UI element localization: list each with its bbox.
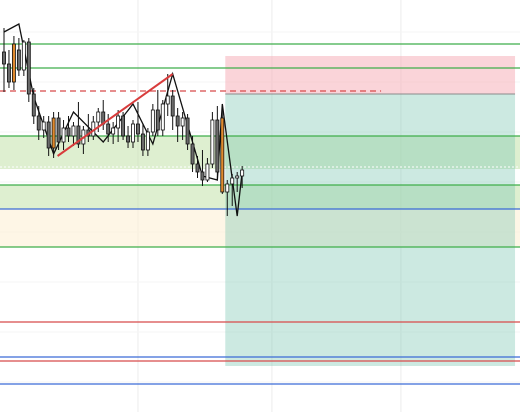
support-zone-cream: [0, 209, 520, 247]
candle-body-31: [155, 109, 160, 131]
candle-body-47: [235, 175, 240, 179]
candle-body-8: [41, 121, 46, 131]
candle-body-0: [2, 51, 6, 65]
candle-body-9: [46, 121, 51, 149]
support-zone-green-low: [0, 185, 520, 209]
candle-body-5: [26, 41, 31, 95]
candle-body-45: [225, 183, 230, 193]
candle-body-22: [111, 127, 116, 135]
candle-body-6: [31, 93, 36, 117]
candle-body-25: [126, 135, 130, 143]
candle-body-26: [131, 123, 135, 143]
candle-body-1: [7, 63, 11, 83]
candle-body-3: [16, 49, 21, 71]
candle-body-2: [11, 43, 16, 83]
trend-line: [57, 73, 174, 157]
candle-body-13: [66, 127, 71, 137]
candle-body-35: [175, 115, 180, 127]
candle-body-33: [165, 95, 170, 105]
candle-body-34: [170, 95, 175, 117]
position-stop-zone: [225, 56, 516, 94]
candle-body-28: [140, 133, 145, 151]
candle-body-46: [230, 177, 235, 185]
candle-body-37: [185, 117, 190, 145]
candle-body-39: [195, 163, 200, 173]
candle-body-41: [205, 163, 210, 181]
candle-body-42: [210, 119, 215, 165]
candle-body-10: [51, 117, 56, 149]
candle-body-32: [160, 103, 165, 131]
candle-body-24: [121, 115, 126, 137]
candle-body-29: [145, 131, 150, 151]
candle-body-15: [76, 125, 81, 145]
candle-body-48: [240, 169, 245, 177]
candle-body-14: [71, 125, 76, 137]
candle-body-19: [96, 111, 101, 123]
candle-body-36: [180, 117, 185, 127]
support-zone-green: [0, 136, 520, 169]
candle-body-21: [106, 123, 111, 135]
candle-body-4: [21, 41, 26, 71]
candle-body-12: [61, 127, 66, 143]
position-target-zone: [225, 94, 516, 366]
candle-body-11: [56, 117, 61, 143]
candle-body-40: [200, 171, 205, 181]
candle-body-38: [190, 143, 195, 165]
candle-body-43: [215, 119, 220, 173]
candle-body-7: [36, 115, 41, 131]
candle-body-30: [150, 109, 155, 133]
candle-body-27: [136, 123, 140, 135]
candle-body-44: [220, 117, 225, 193]
candle-body-23: [116, 115, 121, 129]
